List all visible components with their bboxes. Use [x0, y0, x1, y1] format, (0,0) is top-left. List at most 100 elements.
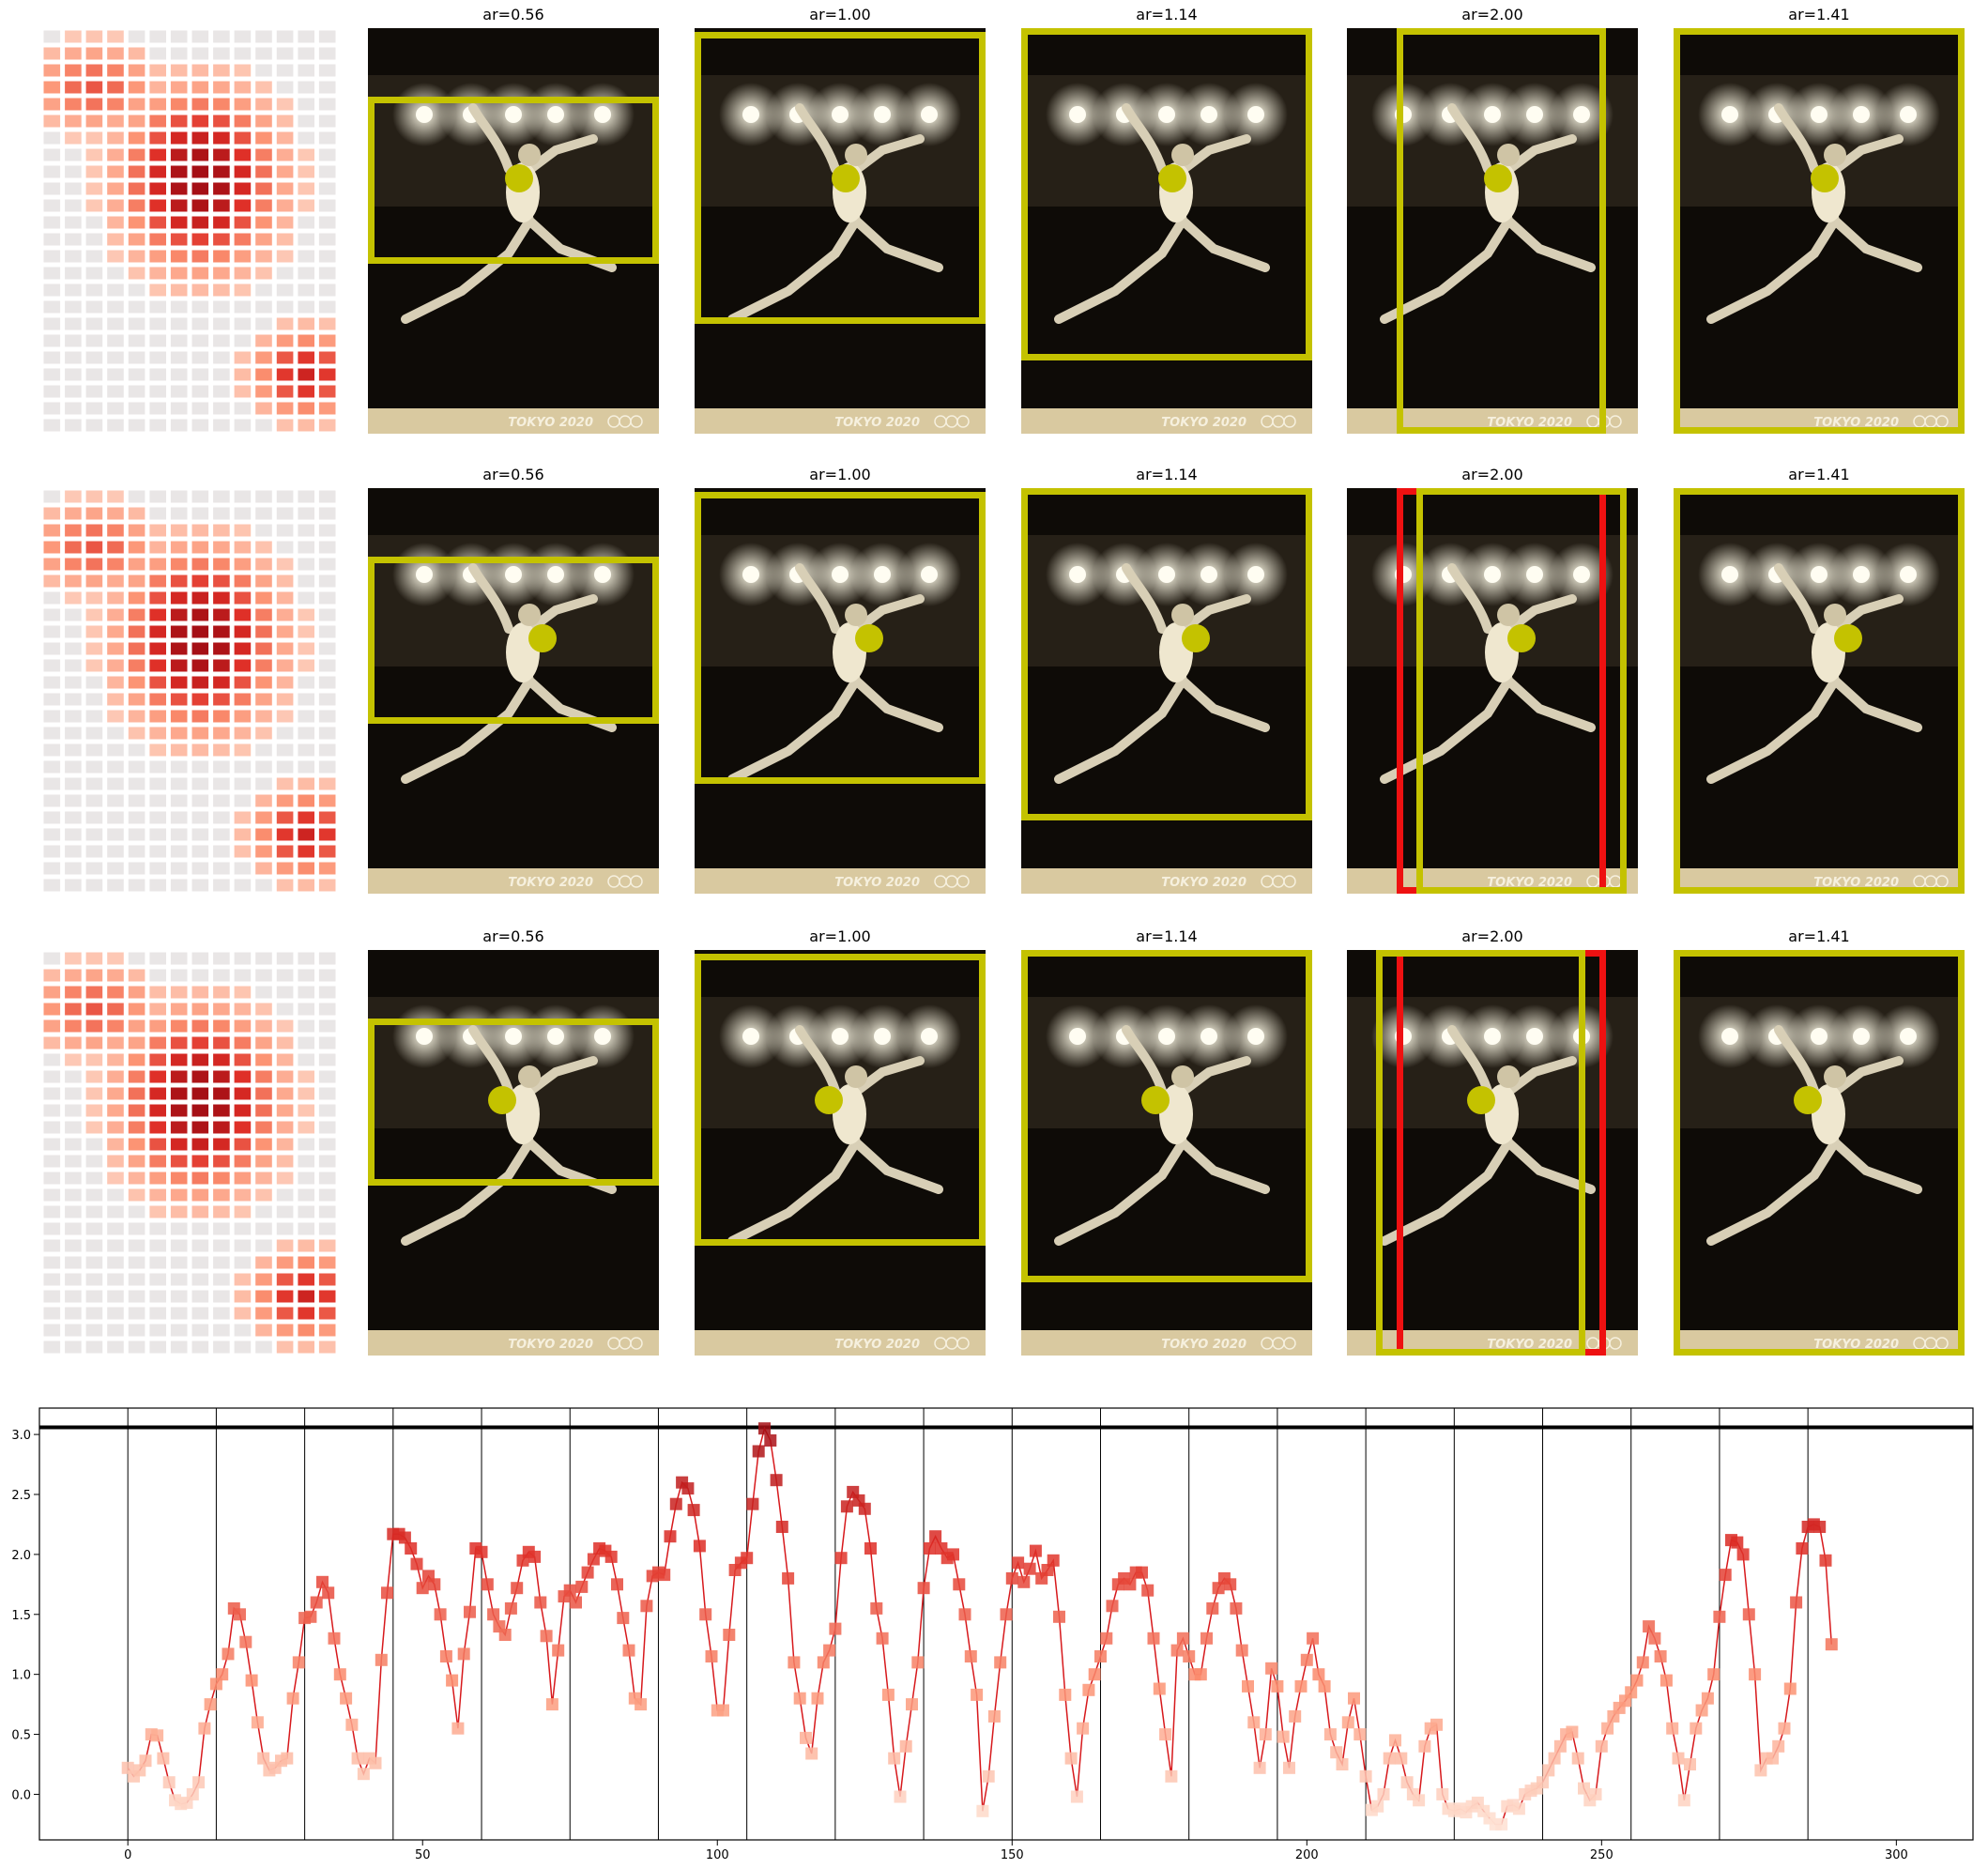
heatmap-cell: [213, 1036, 230, 1049]
score-marker: [640, 1600, 653, 1613]
heatmap-cell: [276, 1290, 294, 1303]
score-marker: [793, 1692, 806, 1705]
heatmap-cell: [318, 1205, 336, 1218]
heatmap-cell: [318, 625, 336, 638]
heatmap-cell: [298, 777, 314, 790]
heatmap-cell: [276, 1053, 294, 1066]
heatmap-cell: [170, 1053, 188, 1066]
heatmap-cell: [318, 862, 336, 875]
score-marker: [1418, 1739, 1431, 1753]
heatmap-cell: [128, 1290, 145, 1303]
heatmap-cell: [43, 267, 61, 280]
heatmap-cell: [318, 419, 336, 432]
heatmap-cell: [149, 233, 166, 246]
heatmap-cell: [149, 1256, 166, 1269]
heatmap-cell: [43, 64, 61, 77]
heatmap-cell: [85, 1155, 103, 1168]
heatmap-cell: [276, 216, 294, 229]
score-marker: [1153, 1682, 1166, 1695]
heatmap-cell: [43, 845, 61, 858]
heatmap-cell: [191, 794, 209, 807]
heatmap-cell: [128, 1104, 145, 1117]
score-marker: [1247, 1716, 1261, 1729]
heatmap-cell: [298, 419, 314, 432]
heatmap-cell: [318, 986, 336, 999]
score-marker: [162, 1776, 176, 1789]
beam-floor: [695, 868, 986, 894]
heatmap-cell: [149, 490, 166, 503]
heatmap-cell: [318, 334, 336, 347]
heatmap-cell: [191, 283, 209, 297]
heatmap-cell: [85, 1222, 103, 1235]
heatmap-cell: [318, 267, 336, 280]
heatmap-cell: [43, 233, 61, 246]
heatmap-cell: [298, 524, 314, 537]
score-marker: [611, 1578, 623, 1591]
heatmap-cell: [276, 541, 294, 554]
heatmap-cell: [234, 952, 252, 965]
score-marker: [1684, 1758, 1696, 1770]
heatmap-cell: [318, 1307, 336, 1320]
score-marker: [1677, 1794, 1690, 1807]
heatmap-cell: [318, 385, 336, 398]
score-marker: [1100, 1632, 1113, 1645]
heatmap-cell: [234, 233, 252, 246]
heatmap-cell: [85, 952, 103, 965]
heatmap-cell: [318, 952, 336, 965]
heatmap-cell: [298, 283, 314, 297]
heatmap-cell: [213, 216, 230, 229]
heatmap-cell: [170, 317, 188, 330]
heatmap-cell: [128, 1087, 145, 1100]
heatmap-cell: [107, 1070, 124, 1083]
y-tick-label: 0.5: [11, 1729, 31, 1743]
heatmap-cell: [234, 385, 252, 398]
heatmap-cell: [276, 47, 294, 60]
score-marker: [699, 1608, 712, 1621]
heatmap-cell: [276, 986, 294, 999]
heatmap-cell: [85, 402, 103, 415]
heatmap-cell: [318, 1324, 336, 1337]
focus-point: [1466, 1085, 1495, 1114]
heatmap-cell: [43, 368, 61, 381]
heatmap-cell: [318, 1053, 336, 1066]
heatmap-cell: [276, 1324, 294, 1337]
focus-point: [832, 163, 861, 192]
heatmap-cell: [149, 385, 166, 398]
score-marker: [410, 1557, 423, 1570]
aspect-ratio-title: ar=2.00: [1461, 927, 1523, 945]
heatmap-cell: [43, 986, 61, 999]
heatmap-cell: [107, 1290, 124, 1303]
heatmap-cell: [255, 828, 272, 841]
heatmap-cell: [65, 862, 82, 875]
heatmap-cell: [318, 659, 336, 672]
score-marker: [693, 1540, 706, 1553]
heatmap-cell: [149, 1188, 166, 1202]
score-marker: [1159, 1728, 1172, 1741]
score-marker: [257, 1752, 270, 1765]
y-tick-label: 2.0: [11, 1549, 31, 1563]
heatmap-cell: [234, 81, 252, 94]
heatmap-cell: [255, 1070, 272, 1083]
heatmap-cell: [255, 182, 272, 195]
score-marker: [1336, 1758, 1349, 1770]
heatmap-cell: [43, 47, 61, 60]
heatmap-cell: [107, 64, 124, 77]
heatmap-cell: [234, 969, 252, 982]
heatmap-cell: [149, 760, 166, 774]
heatmap-cell: [170, 541, 188, 554]
heatmap-cell: [149, 1239, 166, 1252]
heatmap-cell: [43, 165, 61, 178]
heatmap-cell: [170, 625, 188, 638]
heatmap-cell: [128, 1003, 145, 1016]
y-tick-label: 2.5: [11, 1489, 31, 1503]
heatmap-cell: [149, 30, 166, 43]
heatmap-cell: [191, 608, 209, 621]
heatmap-cell: [149, 317, 166, 330]
heatmap-cell: [107, 1172, 124, 1185]
heatmap-cell: [128, 1155, 145, 1168]
heatmap-cell: [318, 250, 336, 263]
score-marker: [1713, 1610, 1726, 1623]
heatmap-cell: [276, 558, 294, 571]
heatmap-cell: [298, 591, 314, 605]
heatmap-cell: [43, 115, 61, 128]
